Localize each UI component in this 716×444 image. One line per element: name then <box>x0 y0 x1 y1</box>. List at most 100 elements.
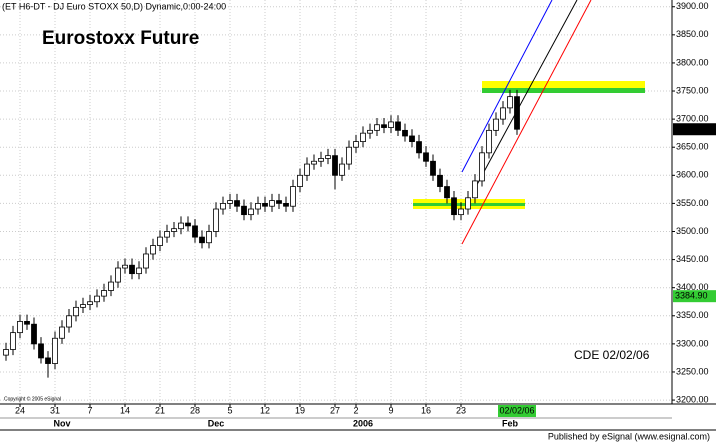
chart-header: (ET H6-DT - DJ Euro STOXX 50,D) Dynamic,… <box>2 1 226 11</box>
candle-body <box>108 281 114 291</box>
y-tick-label: 3400.00 <box>676 282 709 292</box>
candle-body <box>360 132 366 142</box>
month-label: 2006 <box>353 418 373 428</box>
candle-body <box>311 160 317 165</box>
candle-body <box>73 306 79 317</box>
candle-body <box>150 245 156 255</box>
y-tick-label: 3750.00 <box>676 85 709 95</box>
y-tick-label: 3600.00 <box>676 170 709 180</box>
candle-body <box>248 208 254 216</box>
candle-body <box>101 290 107 297</box>
y-tick-label: 3650.00 <box>676 142 709 152</box>
y-tick-label: 3550.00 <box>676 198 709 208</box>
x-tick-label: 21 <box>155 405 165 415</box>
candle-body <box>353 141 359 148</box>
candle-body <box>52 337 58 364</box>
candle-body <box>430 160 436 176</box>
candle-body <box>395 121 401 131</box>
y-tick-label: 3200.00 <box>676 394 709 404</box>
candle-body <box>3 349 9 356</box>
x-tick-label: 23 <box>456 405 466 415</box>
candle-body <box>269 200 275 207</box>
candles <box>3 89 520 378</box>
candle-body <box>199 236 205 244</box>
y-tick-label: 3250.00 <box>676 366 709 376</box>
candle-body <box>458 208 464 216</box>
candle-body <box>514 96 520 130</box>
month-label: Dec <box>208 418 225 428</box>
y-tick-label: 3900.00 <box>676 1 709 11</box>
candle-body <box>451 197 457 216</box>
y-tick-label: 3300.00 <box>676 338 709 348</box>
channel-line <box>461 0 553 173</box>
candle-body <box>423 152 429 162</box>
candle-body <box>388 121 394 128</box>
candle-body <box>24 321 30 325</box>
candle-body <box>38 343 44 359</box>
candle-body <box>444 186 450 199</box>
candle-body <box>486 129 492 154</box>
candle-body <box>220 203 226 210</box>
candle-body <box>87 301 93 305</box>
y-tick-label: 3350.00 <box>676 310 709 320</box>
annotation: CDE 02/02/06 <box>574 348 650 362</box>
candle-body <box>10 332 16 350</box>
candle-body <box>164 231 170 238</box>
candle-body <box>94 295 100 303</box>
candle-body <box>45 357 51 364</box>
candle-body <box>262 203 268 207</box>
candle-body <box>402 129 408 137</box>
month-label: Nov <box>53 418 70 428</box>
candle-body <box>283 203 289 207</box>
y-tick-label: 3800.00 <box>676 57 709 67</box>
candle-body <box>178 222 184 230</box>
candle-body <box>227 200 233 204</box>
candle-body <box>325 155 331 159</box>
x-tick-label: 28 <box>190 405 200 415</box>
candle-body <box>437 174 443 187</box>
candle-body <box>241 205 247 216</box>
x-tick-label: 19 <box>295 405 305 415</box>
candle-body <box>129 264 135 275</box>
price-flag-label: 3682.00 <box>675 124 708 134</box>
candle-body <box>367 129 373 134</box>
x-tick-label: 9 <box>388 405 393 415</box>
resistance-zone <box>482 81 645 88</box>
copyright: Copyright © 2005 eSignal <box>4 395 61 402</box>
candle-body <box>297 174 303 187</box>
y-tick-label: 3450.00 <box>676 254 709 264</box>
candle-body <box>290 186 296 207</box>
y-tick-label: 3700.00 <box>676 113 709 123</box>
candle-body <box>234 200 240 207</box>
y-tick-label: 3850.00 <box>676 29 709 39</box>
candle-body <box>185 222 191 227</box>
candle-body <box>500 107 506 120</box>
channel-line <box>472 0 578 193</box>
x-tick-label: 16 <box>421 405 431 415</box>
x-tick-label: 5 <box>227 405 232 415</box>
candle-body <box>80 304 86 308</box>
candle-body <box>304 163 310 176</box>
candle-body <box>479 152 485 182</box>
price-flag <box>673 123 716 136</box>
current-date-box <box>498 405 536 417</box>
current-date-label: 02/02/06 <box>499 405 534 415</box>
channel-line <box>461 0 592 245</box>
x-tick-label: 24 <box>15 405 25 415</box>
candle-body <box>318 158 324 162</box>
candle-body <box>374 124 380 131</box>
candle-body <box>122 264 128 269</box>
candle-body <box>507 96 513 109</box>
price-flag-label: 3384.90 <box>675 291 708 301</box>
candle-body <box>143 253 149 269</box>
candle-body <box>255 203 261 210</box>
x-tick-label: 2 <box>353 405 358 415</box>
candle-body <box>17 321 23 334</box>
footer: Published by eSignal (www.esignal.com) <box>548 431 710 441</box>
x-tick-label: 12 <box>260 405 270 415</box>
candle-body <box>115 267 121 283</box>
candle-body <box>136 267 142 275</box>
chart-title: Eurostoxx Future <box>42 28 199 49</box>
candle-body <box>416 141 422 154</box>
